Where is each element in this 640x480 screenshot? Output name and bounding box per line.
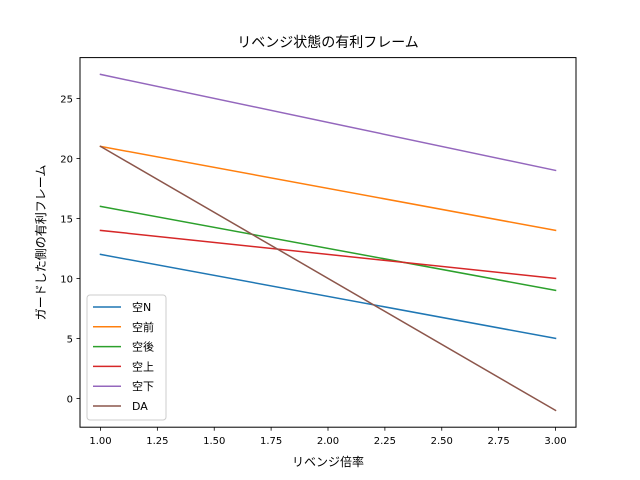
series-line-0 [99, 253, 557, 340]
y-axis-label: ガードした側の有利フレーム [34, 165, 48, 321]
legend-label: 空上 [132, 359, 154, 373]
legend-label: 空N [132, 300, 151, 314]
x-axis: 1.00 1.25 1.50 1.75 2.00 2.25 2.50 2.75 3.00 [89, 427, 567, 447]
series-line-5 [99, 145, 557, 412]
x-tick-label: 2.75 [488, 436, 510, 447]
legend-frame [86, 294, 167, 421]
y-tick-label: 10 [60, 274, 73, 285]
series-line-3 [99, 229, 557, 280]
y-tick-label: 25 [60, 94, 73, 105]
series-layer [99, 73, 557, 412]
y-tick-label: 20 [60, 154, 73, 165]
legend-label: 空下 [132, 379, 154, 393]
y-tick-label: 15 [60, 214, 73, 225]
x-tick-label: 1.25 [146, 436, 168, 447]
legend-label: 空後 [132, 340, 154, 354]
series-line-4 [99, 73, 557, 172]
x-tick-label: 1.50 [203, 436, 225, 447]
series-line-1 [99, 145, 557, 232]
legend-label: 空前 [132, 320, 154, 334]
x-tick-label: 1.00 [89, 436, 111, 447]
y-tick-label: 5 [67, 334, 73, 345]
x-tick-label: 3.00 [544, 436, 566, 447]
y-tick-label: 0 [67, 394, 73, 405]
x-tick-label: 1.75 [260, 436, 282, 447]
y-axis: 0 5 10 15 20 25 [60, 94, 80, 405]
series-line-2 [99, 205, 557, 292]
chart-title: リベンジ状態の有利フレーム [237, 35, 419, 51]
x-tick-label: 2.50 [431, 436, 453, 447]
x-tick-label: 2.25 [374, 436, 396, 447]
legend-label: DA [132, 400, 148, 413]
x-axis-label: リベンジ倍率 [292, 454, 364, 469]
x-tick-label: 2.00 [317, 436, 339, 447]
